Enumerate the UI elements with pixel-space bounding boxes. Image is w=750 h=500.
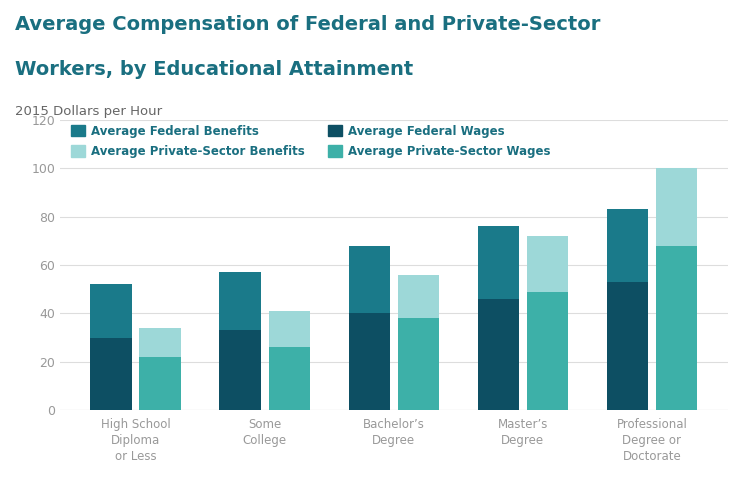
Bar <box>478 299 519 410</box>
Bar <box>607 210 648 282</box>
Legend: Average Federal Benefits, Average Private-Sector Benefits, Average Federal Wages: Average Federal Benefits, Average Privat… <box>66 120 555 162</box>
Bar <box>398 318 439 410</box>
Text: 2015 Dollars per Hour: 2015 Dollars per Hour <box>15 105 162 118</box>
Bar <box>478 226 519 299</box>
Bar <box>268 347 310 410</box>
Bar <box>656 246 698 410</box>
Bar <box>220 272 261 330</box>
Bar <box>526 292 568 410</box>
Bar <box>349 246 390 314</box>
Bar <box>398 274 439 318</box>
Bar <box>656 168 698 246</box>
Bar <box>607 282 648 410</box>
Bar <box>526 236 568 292</box>
Bar <box>268 311 310 347</box>
Text: Workers, by Educational Attainment: Workers, by Educational Attainment <box>15 60 413 79</box>
Text: Average Compensation of Federal and Private-Sector: Average Compensation of Federal and Priv… <box>15 15 600 34</box>
Bar <box>220 330 261 410</box>
Bar <box>140 357 181 410</box>
Bar <box>90 338 132 410</box>
Bar <box>140 328 181 357</box>
Bar <box>349 314 390 410</box>
Bar <box>90 284 132 338</box>
